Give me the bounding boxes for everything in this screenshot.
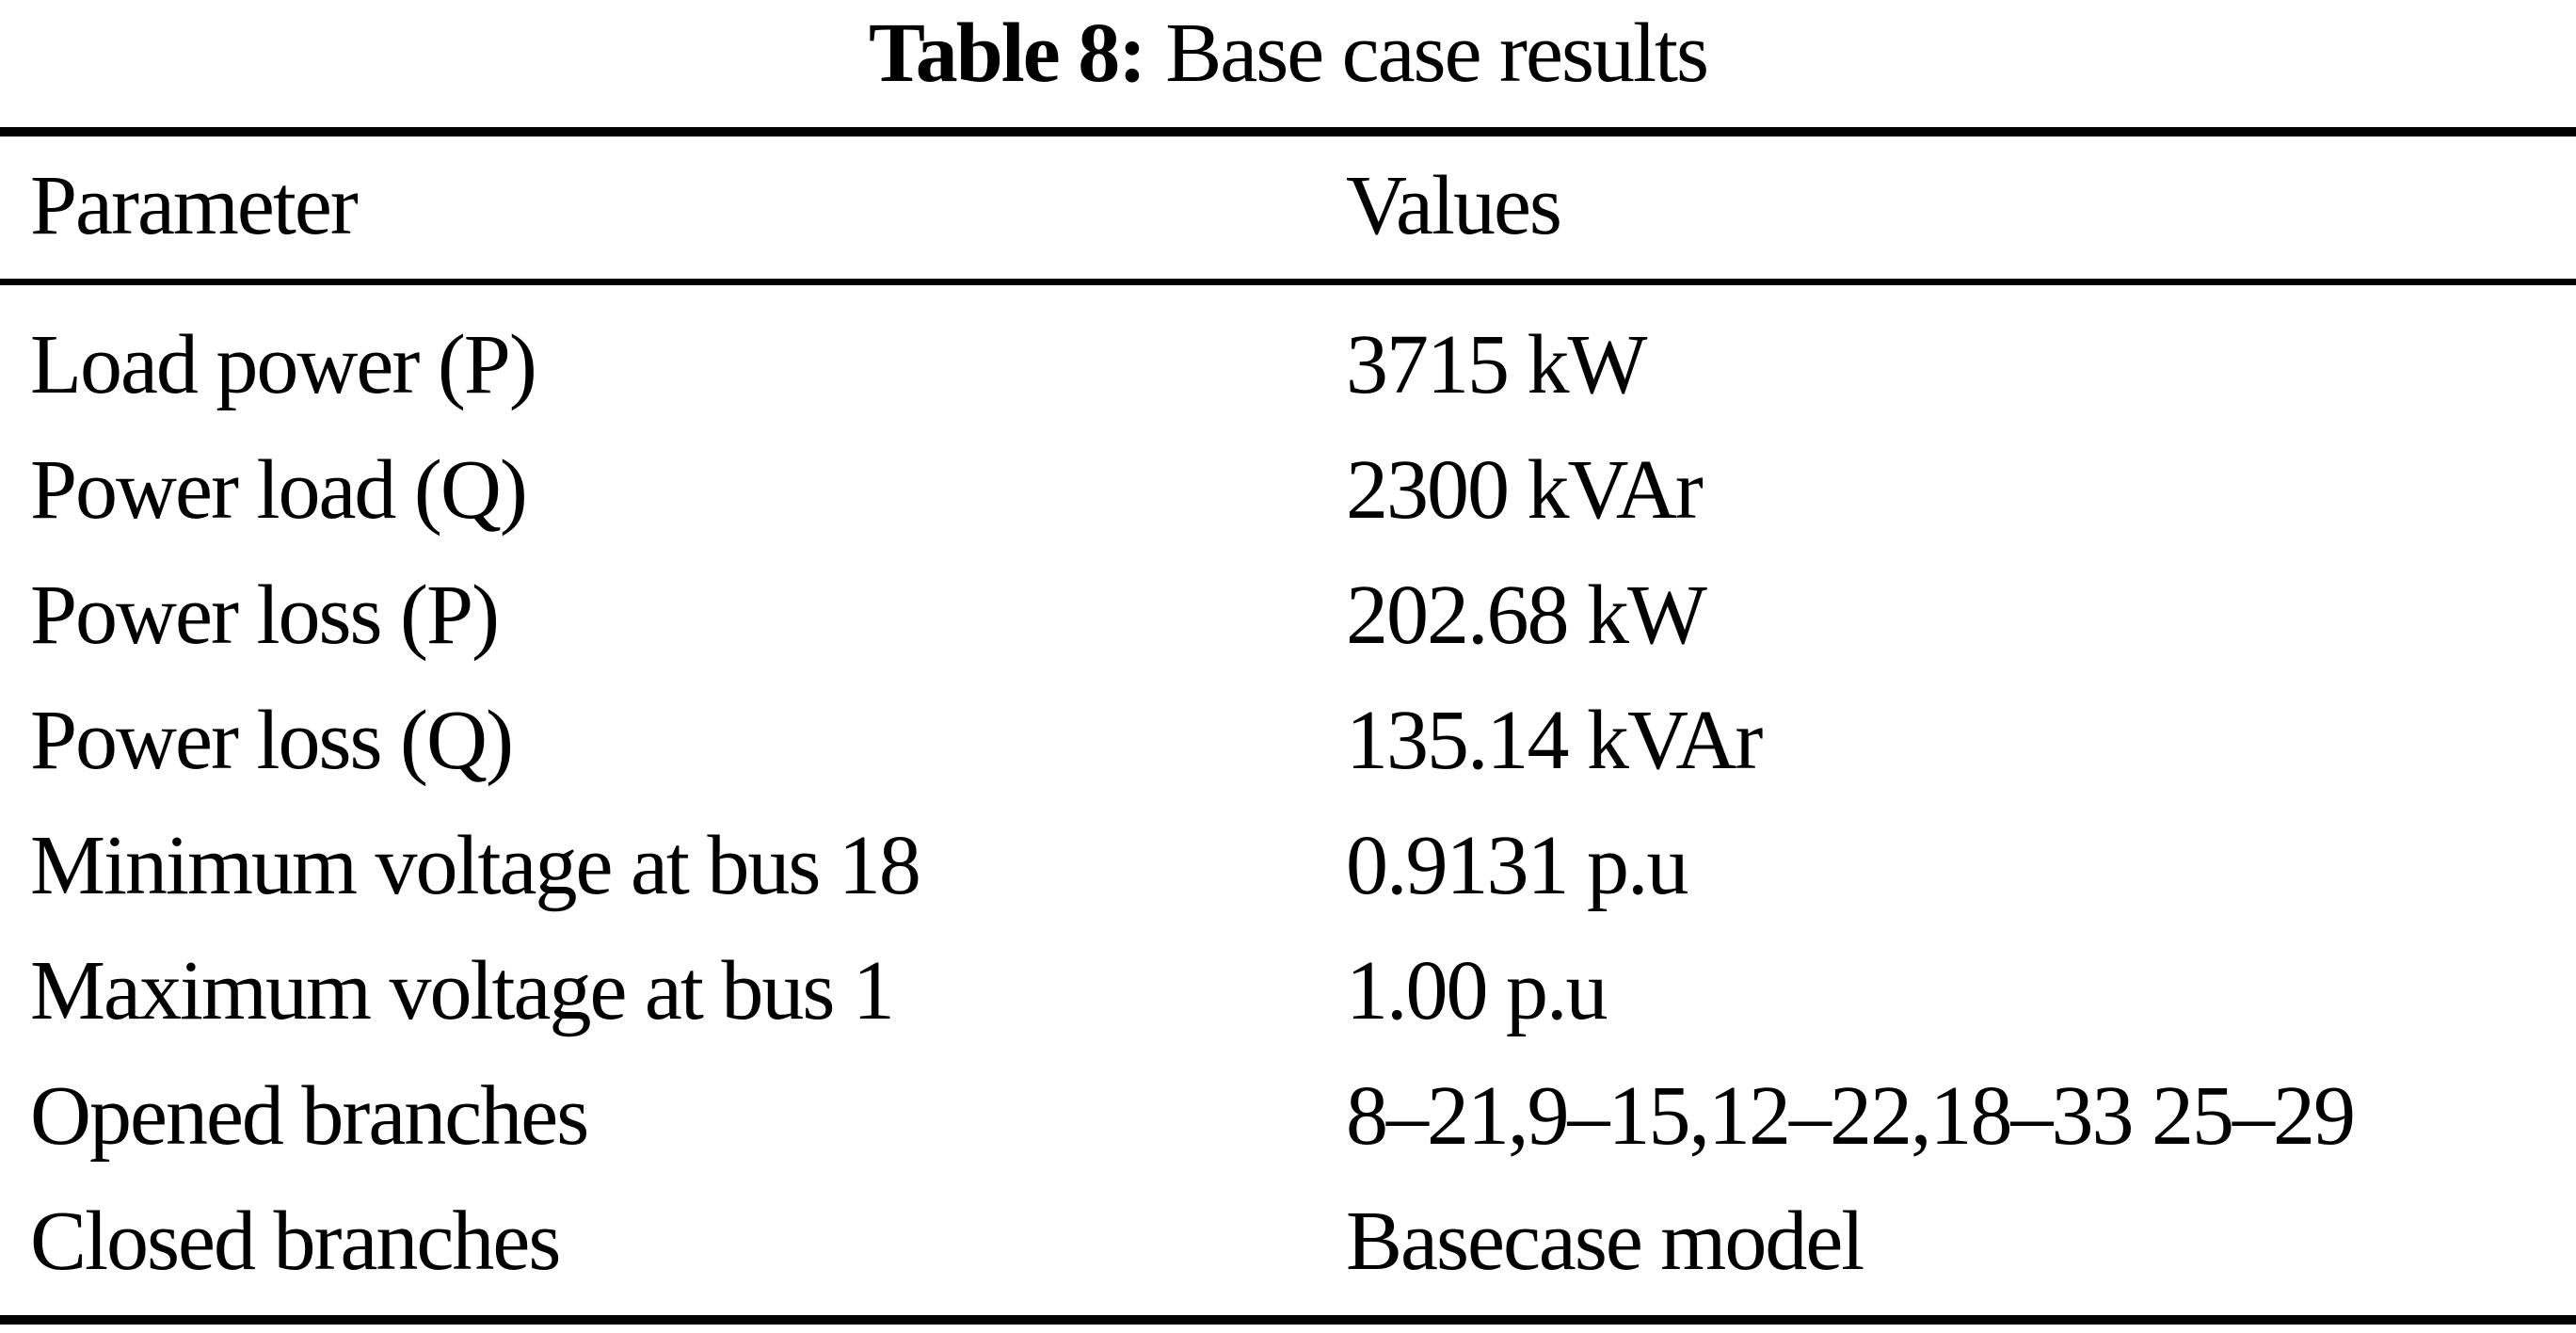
table-bottom-rule xyxy=(0,1315,2576,1325)
table-row: Power load (Q) 2300 kVAr xyxy=(0,427,2576,553)
row-parameter: Minimum voltage at bus 18 xyxy=(30,819,921,912)
row-value: 1.00 p.u xyxy=(1346,944,1608,1037)
row-value: 3715 kW xyxy=(1346,318,1647,411)
table-caption-label: Table 8: xyxy=(868,7,1146,100)
table-body: Load power (P) 3715 kW Power load (Q) 23… xyxy=(0,285,2576,1304)
row-parameter: Maximum voltage at bus 1 xyxy=(30,944,895,1037)
table-top-rule xyxy=(0,127,2576,137)
row-parameter: Load power (P) xyxy=(30,318,537,411)
column-header-values: Values xyxy=(1346,159,1562,252)
row-value: 202.68 kW xyxy=(1346,569,1707,662)
table-row: Power loss (P) 202.68 kW xyxy=(0,553,2576,678)
row-parameter: Closed branches xyxy=(30,1195,561,1288)
row-value: 2300 kVAr xyxy=(1346,443,1704,537)
table-header-row: Parameter Values xyxy=(0,137,2576,279)
row-parameter: Opened branches xyxy=(30,1069,589,1163)
row-value: 8–21,9–15,12–22,18–33 25–29 xyxy=(1346,1069,2356,1163)
table-header-rule xyxy=(0,279,2576,285)
column-header-parameter: Parameter xyxy=(30,159,359,252)
row-value: Basecase model xyxy=(1346,1195,1864,1288)
table-caption-text: Base case results xyxy=(1165,7,1709,100)
row-value: 0.9131 p.u xyxy=(1346,819,1689,912)
table-row: Load power (P) 3715 kW xyxy=(0,302,2576,427)
table-caption: Table 8: Base case results xyxy=(0,0,2576,127)
row-parameter: Power load (Q) xyxy=(30,443,528,537)
table-row: Closed branches Basecase model xyxy=(0,1179,2576,1304)
table-row: Power loss (Q) 135.14 kVAr xyxy=(0,678,2576,803)
table-row: Minimum voltage at bus 18 0.9131 p.u xyxy=(0,803,2576,928)
row-parameter: Power loss (Q) xyxy=(30,694,514,787)
row-parameter: Power loss (P) xyxy=(30,569,500,662)
table-row: Maximum voltage at bus 1 1.00 p.u xyxy=(0,928,2576,1053)
table-row: Opened branches 8–21,9–15,12–22,18–33 25… xyxy=(0,1053,2576,1179)
row-value: 135.14 kVAr xyxy=(1346,694,1763,787)
